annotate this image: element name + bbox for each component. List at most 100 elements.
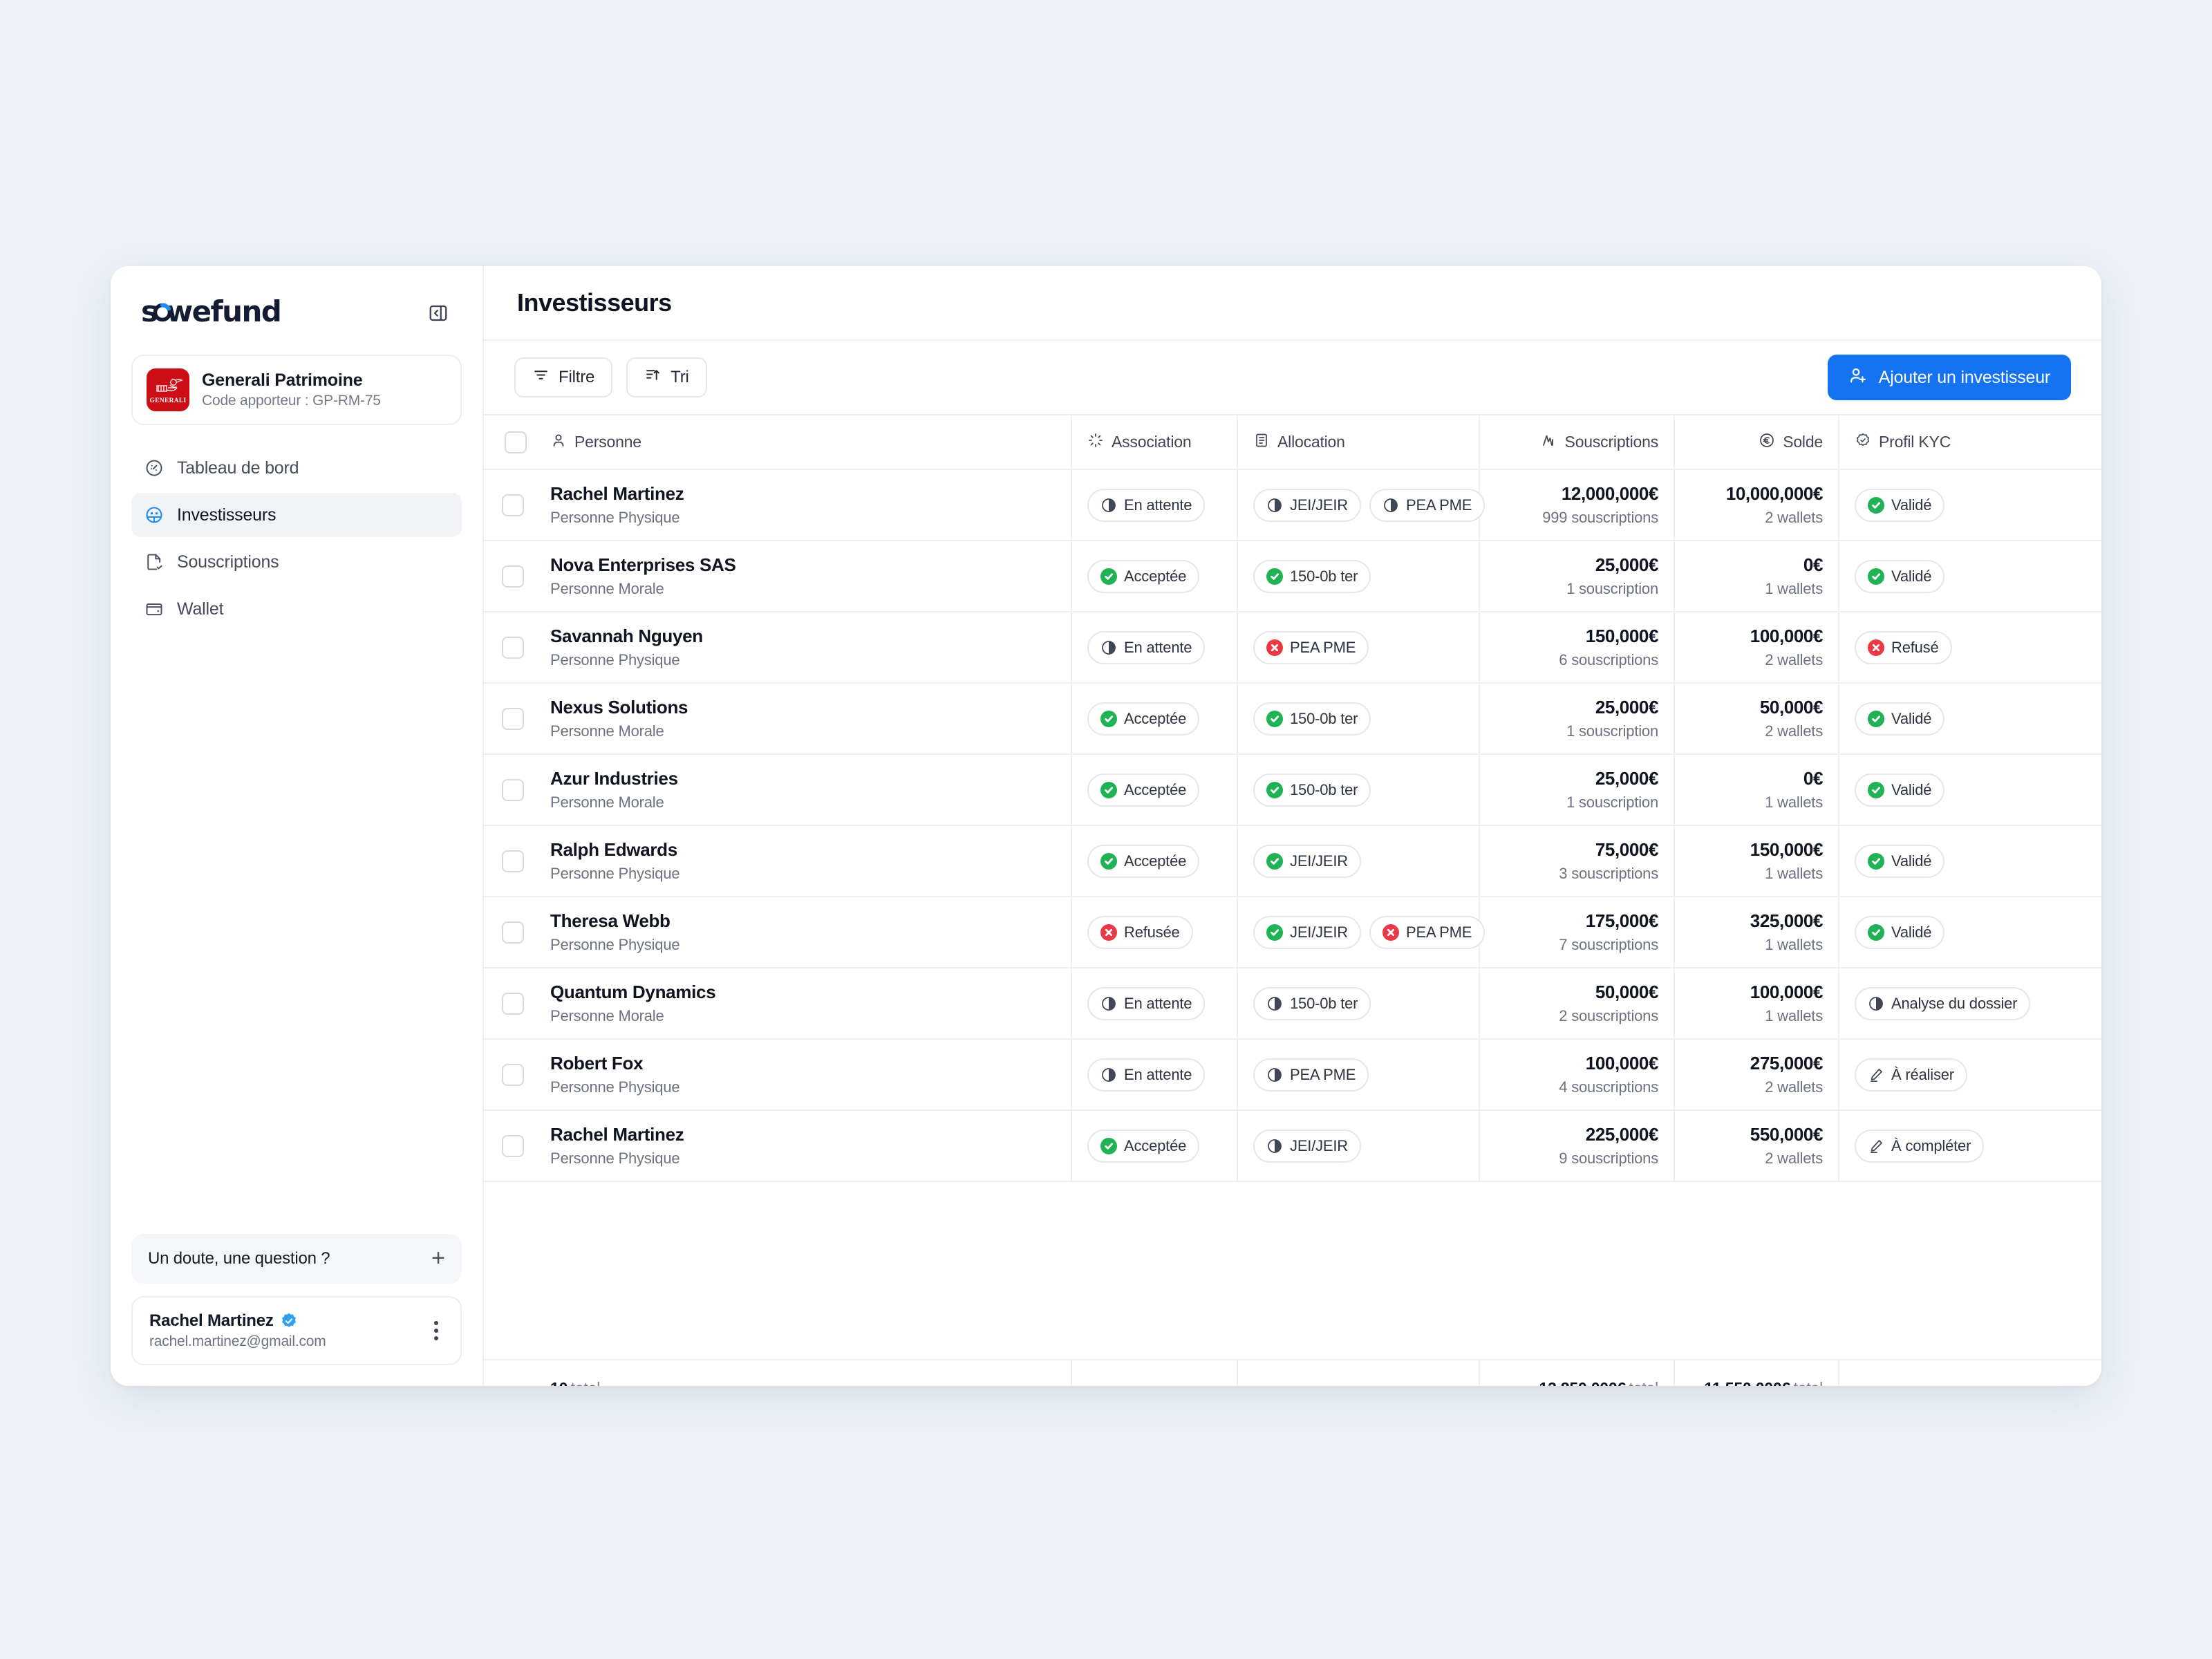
status-chip[interactable]: Acceptée xyxy=(1087,1129,1200,1163)
wallets-count: 2 wallets xyxy=(1765,509,1824,526)
person-name: Savannah Nguyen xyxy=(550,626,703,646)
person-name: Nexus Solutions xyxy=(550,697,688,718)
status-chip[interactable]: Acceptée xyxy=(1087,773,1200,807)
table-row[interactable]: Rachel Martinez Personne Physique En atten… xyxy=(484,469,2101,541)
sowefund-logo: s wefund xyxy=(141,295,300,331)
souscriptions-count: 999 souscriptions xyxy=(1542,509,1659,526)
sidebar-item-tableau-de-bord[interactable]: Tableau de bord xyxy=(131,446,462,490)
solde-amount: 0€ xyxy=(1803,768,1824,789)
status-chip[interactable]: PEA PME xyxy=(1253,1058,1369,1091)
status-chip[interactable]: Validé xyxy=(1855,702,1945,735)
column-header-allocation[interactable]: Allocation xyxy=(1237,415,1481,470)
souscriptions-amount: 50,000€ xyxy=(1595,982,1659,1002)
status-chip[interactable]: 150-0b ter xyxy=(1253,773,1371,807)
souscriptions-count: 6 souscriptions xyxy=(1559,651,1659,668)
status-chip[interactable]: Acceptée xyxy=(1087,702,1200,735)
solde-amount: 550,000€ xyxy=(1750,1124,1824,1145)
row-checkbox[interactable] xyxy=(502,921,524,944)
row-checkbox[interactable] xyxy=(502,778,524,801)
column-header-label: Profil KYC xyxy=(1879,433,1951,451)
row-checkbox[interactable] xyxy=(502,1063,524,1086)
column-header-souscriptions[interactable]: Souscriptions xyxy=(1479,415,1676,470)
status-chip[interactable]: À réaliser xyxy=(1855,1058,1967,1091)
status-chip[interactable]: Acceptée xyxy=(1087,844,1200,878)
status-chip[interactable]: PEA PME xyxy=(1253,630,1369,664)
status-chip[interactable]: À compléter xyxy=(1855,1129,1985,1163)
row-checkbox[interactable] xyxy=(502,565,524,588)
status-chip[interactable]: En attente xyxy=(1087,630,1206,664)
organization-meta: Generali Patrimoine Code apporteur : GP-… xyxy=(202,371,381,409)
sidebar-item-investisseurs[interactable]: Investisseurs xyxy=(131,493,462,537)
status-chip[interactable]: Validé xyxy=(1855,844,1945,878)
column-header-person[interactable]: Personne xyxy=(535,415,1073,470)
row-checkbox[interactable] xyxy=(502,494,524,516)
solde-amount: 325,000€ xyxy=(1750,910,1824,931)
souscriptions-cell: 150,000€ 6 souscriptions xyxy=(1479,612,1676,684)
table-row[interactable]: Savannah Nguyen Personne Physique En atten… xyxy=(484,612,2101,684)
footer-souscriptions-suffix: total xyxy=(1629,1379,1659,1386)
column-header-association[interactable]: Association xyxy=(1071,415,1239,470)
column-header-kyc[interactable]: Profil KYC xyxy=(1839,415,2101,470)
help-card[interactable]: Un doute, une question ? + xyxy=(131,1234,462,1284)
status-chip[interactable]: Validé xyxy=(1855,773,1945,807)
status-chip[interactable]: PEA PME xyxy=(1369,915,1485,949)
table-filler-row xyxy=(484,1181,2101,1360)
person-cell: Rachel Martinez Personne Physique xyxy=(535,469,1073,541)
sidebar-item-souscriptions[interactable]: Souscriptions xyxy=(131,540,462,584)
kebab-menu-icon[interactable] xyxy=(429,1318,444,1343)
status-chip[interactable]: Refusée xyxy=(1087,915,1193,949)
status-chip[interactable]: Validé xyxy=(1855,915,1945,949)
souscriptions-count: 1 souscription xyxy=(1566,580,1659,597)
table-row[interactable]: Quantum Dynamics Personne Morale En attent… xyxy=(484,968,2101,1040)
filter-button[interactable]: Filtre xyxy=(514,357,613,397)
solde-amount: 100,000€ xyxy=(1750,626,1824,646)
allocation-cell: 150-0b ter xyxy=(1237,968,1481,1040)
status-chip[interactable]: PEA PME xyxy=(1369,488,1485,522)
status-chip[interactable]: En attente xyxy=(1087,986,1206,1020)
table-row[interactable]: Robert Fox Personne Physique En attente PEA… xyxy=(484,1039,2101,1111)
person-cell: Quantum Dynamics Personne Morale xyxy=(535,968,1073,1040)
status-chip[interactable]: 150-0b ter xyxy=(1253,559,1371,593)
sidebar-item-wallet[interactable]: Wallet xyxy=(131,587,462,631)
user-name: Rachel Martinez xyxy=(149,1311,274,1330)
table-row[interactable]: Azur Industries Personne Morale Acceptée 15… xyxy=(484,754,2101,826)
plus-icon[interactable]: + xyxy=(431,1245,445,1272)
row-checkbox[interactable] xyxy=(502,707,524,730)
table-row[interactable]: Theresa Webb Personne Physique Refusée JEI/… xyxy=(484,897,2101,968)
status-chip[interactable]: JEI/JEIR xyxy=(1253,915,1361,949)
status-chip[interactable]: JEI/JEIR xyxy=(1253,488,1361,522)
status-chip[interactable]: Analyse du dossier xyxy=(1855,986,2031,1020)
row-checkbox[interactable] xyxy=(502,992,524,1015)
row-checkbox[interactable] xyxy=(502,1134,524,1157)
status-chip[interactable]: Validé xyxy=(1855,559,1945,593)
table-row[interactable]: Nexus Solutions Personne Morale Acceptée 15… xyxy=(484,683,2101,755)
row-checkbox[interactable] xyxy=(502,850,524,872)
table-row[interactable]: Nova Enterprises SAS Personne Morale Accep… xyxy=(484,541,2101,612)
status-chip[interactable]: 150-0b ter xyxy=(1253,986,1371,1020)
sidebar-collapse-icon[interactable] xyxy=(424,299,452,327)
status-chip[interactable]: 150-0b ter xyxy=(1253,702,1371,735)
allocation-chips: 150-0b ter xyxy=(1253,702,1463,735)
row-checkbox[interactable] xyxy=(502,636,524,659)
solde-amount: 150,000€ xyxy=(1750,839,1824,860)
table-row[interactable]: Ralph Edwards Personne Physique Acceptée JE… xyxy=(484,825,2101,897)
select-all-checkbox[interactable] xyxy=(505,431,527,453)
table-row[interactable]: Rachel Martinez Personne Physique Acceptée… xyxy=(484,1110,2101,1182)
table-body: Rachel Martinez Personne Physique En atten… xyxy=(484,469,2101,1360)
person-type: Personne Physique xyxy=(550,865,680,882)
row-select-cell xyxy=(484,469,535,541)
status-chip[interactable]: Refusé xyxy=(1855,630,1952,664)
status-chip[interactable]: JEI/JEIR xyxy=(1253,1129,1361,1163)
sort-button[interactable]: Tri xyxy=(626,357,707,397)
status-chip-label: À réaliser xyxy=(1891,1065,1954,1083)
organization-card[interactable]: GENERALI Generali Patrimoine Code apport… xyxy=(131,355,462,425)
column-header-solde[interactable]: Solde xyxy=(1674,415,1840,470)
user-card[interactable]: Rachel Martinez rachel.martinez@gmail.co… xyxy=(131,1296,462,1365)
status-chip[interactable]: JEI/JEIR xyxy=(1253,844,1361,878)
status-chip[interactable]: Validé xyxy=(1855,488,1945,522)
filler-cell xyxy=(1839,1181,2101,1360)
status-chip[interactable]: En attente xyxy=(1087,1058,1206,1091)
add-investor-button[interactable]: Ajouter un investisseur xyxy=(1827,355,2072,400)
status-chip[interactable]: Acceptée xyxy=(1087,559,1200,593)
status-chip[interactable]: En attente xyxy=(1087,488,1206,522)
